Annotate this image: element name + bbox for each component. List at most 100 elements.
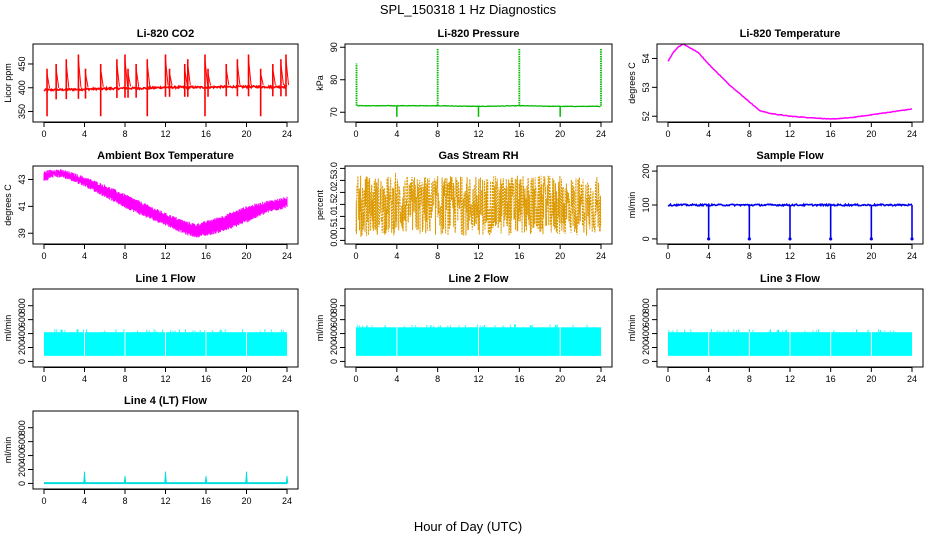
panel-4: 0 4 8 12 16 20 24 0.00.51.01.52.02.53.0 percent G… — [315, 150, 613, 261]
y-tick-label: 90 — [329, 42, 339, 52]
y-tick-label: 200 — [17, 462, 27, 477]
x-tick-label: 20 — [241, 496, 251, 506]
x-tick-label: 12 — [160, 251, 170, 261]
x-tick-label: 0 — [665, 129, 670, 139]
x-tick-label: 0 — [665, 374, 670, 384]
panel-title: Line 3 Flow — [760, 273, 820, 285]
plot-area — [44, 471, 289, 485]
plot-area — [43, 169, 288, 238]
x-tick-label: 20 — [241, 374, 251, 384]
spike-decay — [207, 73, 212, 86]
x-tick-label: 0 — [41, 496, 46, 506]
panel-0: 0 4 8 12 16 20 24 350 400 450 Licor ppm Li-820 CO2 — [3, 28, 299, 139]
y-axis-label: ml/min — [627, 192, 637, 219]
y-tick-label: 80 — [329, 75, 339, 85]
x-tick-label: 8 — [122, 374, 127, 384]
y-tick-label: 2.0 — [329, 186, 339, 199]
panel-2: 0 4 8 12 16 20 24 52 53 54 degrees C Li-820 Tempera… — [627, 28, 924, 139]
y-axis-label: ml/min — [3, 315, 13, 342]
x-tick-label: 20 — [866, 251, 876, 261]
spike-decay — [204, 59, 209, 86]
x-tick-label: 24 — [596, 129, 606, 139]
panel-title: Li-820 CO2 — [137, 28, 194, 40]
y-tick-label: 100 — [641, 197, 651, 212]
dip-point — [910, 237, 914, 241]
plot-area — [668, 329, 912, 356]
panel-5: 0 4 8 12 16 20 24 0 100 200 ml/min Sample Flow — [627, 150, 924, 261]
x-tick-label: 20 — [241, 129, 251, 139]
y-tick-label: 0 — [641, 236, 651, 241]
dip-point — [747, 237, 751, 241]
y-axis-label: percent — [315, 189, 325, 220]
y-tick-label: 200 — [641, 164, 651, 179]
y-tick-label: 400 — [17, 448, 27, 463]
x-tick-label: 12 — [473, 251, 483, 261]
panel-title: Sample Flow — [756, 150, 824, 162]
x-tick-label: 16 — [201, 129, 211, 139]
spike-mark — [204, 475, 208, 484]
y-axis-label: ml/min — [627, 315, 637, 342]
y-tick-label: 0 — [17, 359, 27, 364]
plot-area — [355, 48, 602, 117]
x-tick-label: 8 — [747, 129, 752, 139]
plot-frame — [656, 43, 924, 123]
y-axis-label: degrees C — [627, 62, 637, 104]
spike-decay — [169, 73, 173, 86]
x-tick-label: 4 — [82, 129, 87, 139]
x-tick-label: 20 — [555, 374, 565, 384]
spike-mark — [164, 471, 167, 484]
y-tick-label: 600 — [17, 434, 27, 449]
spike-decay — [124, 59, 129, 87]
figure-title: SPL_150318 1 Hz Diagnostics — [380, 2, 557, 17]
y-tick-label: 39 — [17, 228, 27, 238]
x-tick-label: 4 — [706, 129, 711, 139]
plot-area — [356, 324, 601, 356]
spike-decay — [100, 68, 104, 87]
x-tick-label: 12 — [785, 374, 795, 384]
panel-3: 0 4 8 12 16 20 24 39 41 43 degrees C Ambient Box Te… — [3, 150, 299, 261]
y-tick-label: 70 — [329, 107, 339, 117]
spike-decay — [225, 68, 230, 85]
x-tick-label: 0 — [353, 251, 358, 261]
y-tick-label: 0.0 — [329, 234, 339, 247]
x-tick-label: 12 — [785, 129, 795, 139]
x-tick-label: 4 — [82, 496, 87, 506]
spike-decay — [248, 59, 252, 85]
y-tick-label: 800 — [329, 298, 339, 313]
dip-point — [869, 237, 873, 241]
y-tick-label: 1.0 — [329, 210, 339, 223]
x-tick-label: 4 — [706, 251, 711, 261]
x-tick-label: 16 — [201, 251, 211, 261]
y-tick-label: 200 — [641, 340, 651, 355]
x-tick-label: 24 — [596, 374, 606, 384]
y-tick-label: 800 — [641, 298, 651, 313]
series-line — [355, 172, 602, 237]
plot-area — [355, 172, 602, 237]
y-tick-label: 0.5 — [329, 222, 339, 235]
x-tick-label: 24 — [282, 496, 292, 506]
spike-mark — [83, 471, 86, 484]
panel-1: 0 4 8 12 16 20 24 70 80 90 kPa Li-820 Pressure — [315, 28, 613, 139]
y-tick-label: 1.5 — [329, 198, 339, 211]
x-tick-label: 0 — [41, 374, 46, 384]
y-tick-label: 800 — [17, 298, 27, 313]
plot-area — [43, 54, 290, 117]
y-tick-label: 2.5 — [329, 174, 339, 187]
x-tick-label: 0 — [353, 374, 358, 384]
spike-mark — [245, 471, 248, 484]
x-tick-label: 8 — [747, 251, 752, 261]
spike-decay — [77, 59, 82, 88]
panel-title: Line 4 (LT) Flow — [124, 395, 207, 407]
x-tick-label: 24 — [282, 374, 292, 384]
y-tick-label: 0 — [641, 359, 651, 364]
panel-title: Li-820 Pressure — [438, 28, 520, 40]
spike-decay — [280, 63, 284, 85]
x-tick-label: 8 — [122, 251, 127, 261]
y-tick-label: 0 — [329, 359, 339, 364]
x-tick-label: 24 — [596, 251, 606, 261]
x-tick-label: 0 — [665, 251, 670, 261]
x-tick-label: 16 — [201, 496, 211, 506]
